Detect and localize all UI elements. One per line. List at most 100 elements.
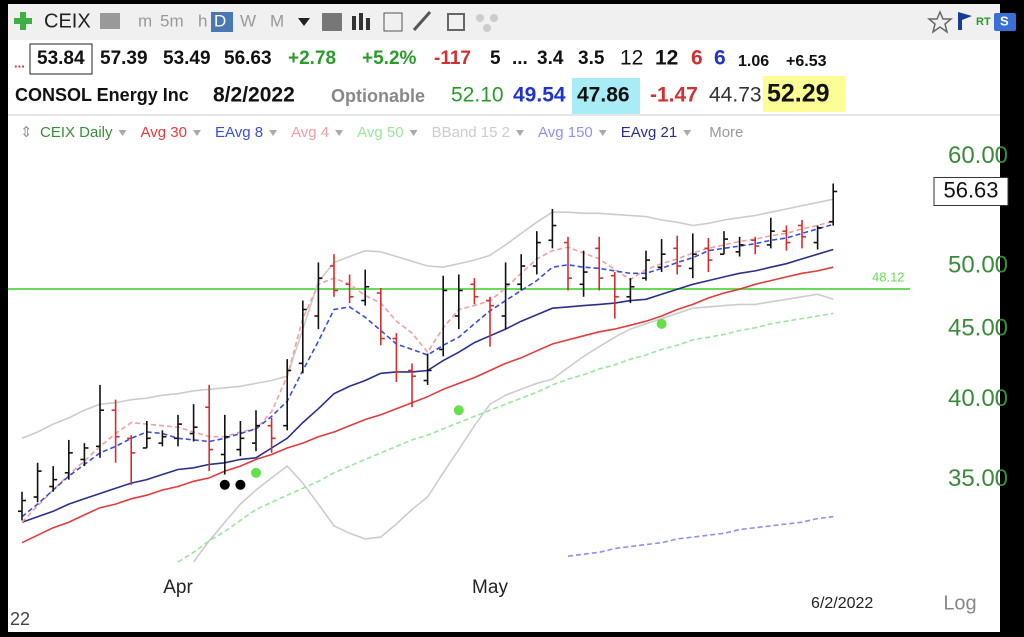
add-icon[interactable] <box>14 12 32 30</box>
open-box <box>29 43 93 75</box>
legend-entry[interactable]: EAvg 21 <box>621 124 677 141</box>
signal-dot <box>656 318 667 329</box>
last-price-box <box>933 176 1009 206</box>
x-tick-label: 6/2/2022 <box>811 595 873 612</box>
info-field: 47.86 <box>577 84 630 107</box>
legend-caret <box>192 130 201 136</box>
quote-field: 6 <box>714 47 726 70</box>
badge-label: S <box>1000 13 1009 28</box>
star-icon[interactable] <box>926 10 954 34</box>
dropdown-icon[interactable] <box>298 18 310 26</box>
line <box>21 266 834 544</box>
legend-more[interactable]: More <box>709 124 743 141</box>
timeframe[interactable]: h <box>198 11 207 30</box>
band-lower <box>192 293 834 563</box>
bars-icon[interactable] <box>352 16 356 30</box>
line <box>21 198 834 440</box>
legend-caret <box>335 130 344 136</box>
legend-entry[interactable]: Avg 4 <box>291 124 329 141</box>
info-field: -1.47 <box>650 84 698 107</box>
text-icon[interactable] <box>322 13 342 31</box>
last-price: 56.63 <box>943 177 998 202</box>
legend-caret <box>409 130 418 136</box>
badge[interactable] <box>994 13 1016 31</box>
quote-field: 3.5 <box>578 48 605 69</box>
quote-field: -117 <box>434 48 471 69</box>
share-icon <box>490 14 498 22</box>
info-date: 8/2/2022 <box>213 84 295 107</box>
legend-caret <box>598 130 607 136</box>
flag-icon[interactable] <box>958 12 972 30</box>
quote-open: 53.84 <box>37 48 85 69</box>
quote-field: 3.4 <box>537 48 564 69</box>
quote-field: 6 <box>691 47 703 70</box>
quote-field: 5 <box>490 48 501 69</box>
signal-dot <box>235 479 246 490</box>
x-tick-label: Apr <box>163 577 193 598</box>
optionable: Optionable <box>331 86 425 106</box>
legend-entry[interactable]: BBand 15 2 <box>432 124 510 141</box>
quote-change: +2.78 <box>288 48 336 69</box>
quote-high: 57.39 <box>100 48 148 69</box>
grid-icon[interactable] <box>383 12 403 32</box>
signal-dot <box>251 467 261 478</box>
quote-field: 1.06 <box>738 53 769 70</box>
info-field: 44.73 <box>709 84 762 107</box>
company-name: CONSOL Energy Inc <box>15 85 189 105</box>
y-tick-label: 60.00 <box>948 142 1008 169</box>
y-tick-label: 45.00 <box>948 314 1008 341</box>
highlight <box>763 76 845 112</box>
legend-entry[interactable]: Avg 50 <box>357 124 403 141</box>
quote-change-pct: +5.2% <box>362 48 417 69</box>
bars-icon <box>366 18 370 30</box>
timeframe[interactable]: W <box>240 11 256 30</box>
highlight <box>572 78 640 114</box>
legend-entry[interactable]: CEIX Daily <box>40 124 113 141</box>
timeframe[interactable]: m <box>138 11 152 30</box>
toolbar <box>8 4 1000 40</box>
info-field: 49.54 <box>513 84 566 107</box>
info-field: 52.10 <box>451 84 504 107</box>
share-icon[interactable] <box>476 14 484 22</box>
y-tick-label: 40.00 <box>948 385 1008 412</box>
symbol[interactable]: CEIX <box>44 10 91 32</box>
share-icon <box>483 24 491 32</box>
footer-number: 22 <box>10 609 30 629</box>
bars-icon <box>359 13 363 30</box>
line <box>177 312 834 563</box>
signal-dot <box>453 405 464 416</box>
flag-dots: ... <box>14 55 25 70</box>
level-label: 48.12 <box>872 269 905 284</box>
plot-area <box>8 183 910 563</box>
legend-caret <box>516 130 524 136</box>
y-tick-label: 35.00 <box>948 465 1008 492</box>
legend-entry[interactable]: Avg 30 <box>141 124 187 141</box>
quote-field: +6.53 <box>786 53 827 70</box>
timeframe[interactable]: 5m <box>160 11 184 30</box>
signal-dot <box>219 479 230 490</box>
legend-entry[interactable]: EAvg 8 <box>215 124 263 141</box>
scale-toggle[interactable]: Log <box>943 592 976 614</box>
timeframe[interactable]: D <box>214 11 226 30</box>
rt-label[interactable]: RT <box>976 16 991 28</box>
timeframe-active <box>211 12 233 32</box>
legend-caret <box>269 130 278 136</box>
legend-entry[interactable]: Avg 150 <box>538 124 593 141</box>
note-icon[interactable] <box>447 13 465 31</box>
line <box>21 220 834 523</box>
pen-icon[interactable] <box>412 11 432 31</box>
print-icon[interactable] <box>100 13 120 29</box>
line <box>21 223 834 518</box>
quote-field: 12 <box>620 47 643 70</box>
legend-caret <box>118 130 127 136</box>
legend-handle[interactable]: ⇕ <box>20 124 33 141</box>
quote-field: 12 <box>655 47 678 70</box>
timeframe[interactable]: M <box>270 11 284 30</box>
quote-close: 56.63 <box>224 48 272 69</box>
quote-field: ... <box>512 48 528 69</box>
x-tick-label: May <box>472 577 508 598</box>
y-tick-label: 50.00 <box>948 251 1008 278</box>
info-field: 52.29 <box>767 80 830 108</box>
